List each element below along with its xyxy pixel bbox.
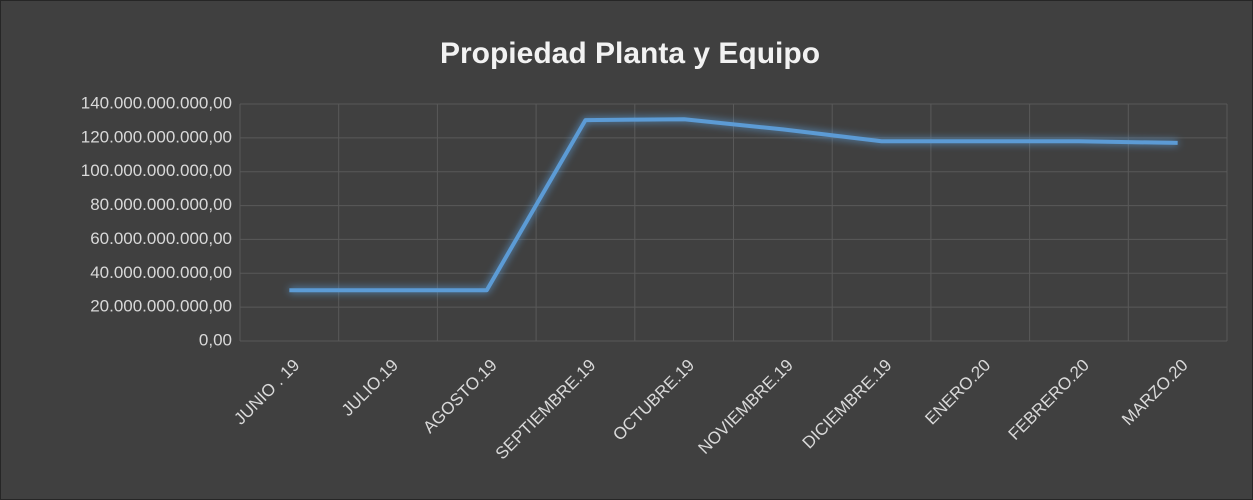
y-tick-label: 60.000.000.000,00 <box>90 229 232 248</box>
y-tick-label: 0,00 <box>199 330 232 349</box>
chart-title: Propiedad Planta y Equipo <box>440 37 820 70</box>
y-tick-label: 20.000.000.000,00 <box>90 297 232 316</box>
y-tick-label: 40.000.000.000,00 <box>90 263 232 282</box>
line <box>289 117 1178 293</box>
y-tick-label: 100.000.000.000,00 <box>81 161 232 180</box>
y-tick-label: 140.000.000.000,00 <box>81 93 232 112</box>
y-tick-label: 80.000.000.000,00 <box>90 195 232 214</box>
y-tick-label: 120.000.000.000,00 <box>81 127 232 146</box>
